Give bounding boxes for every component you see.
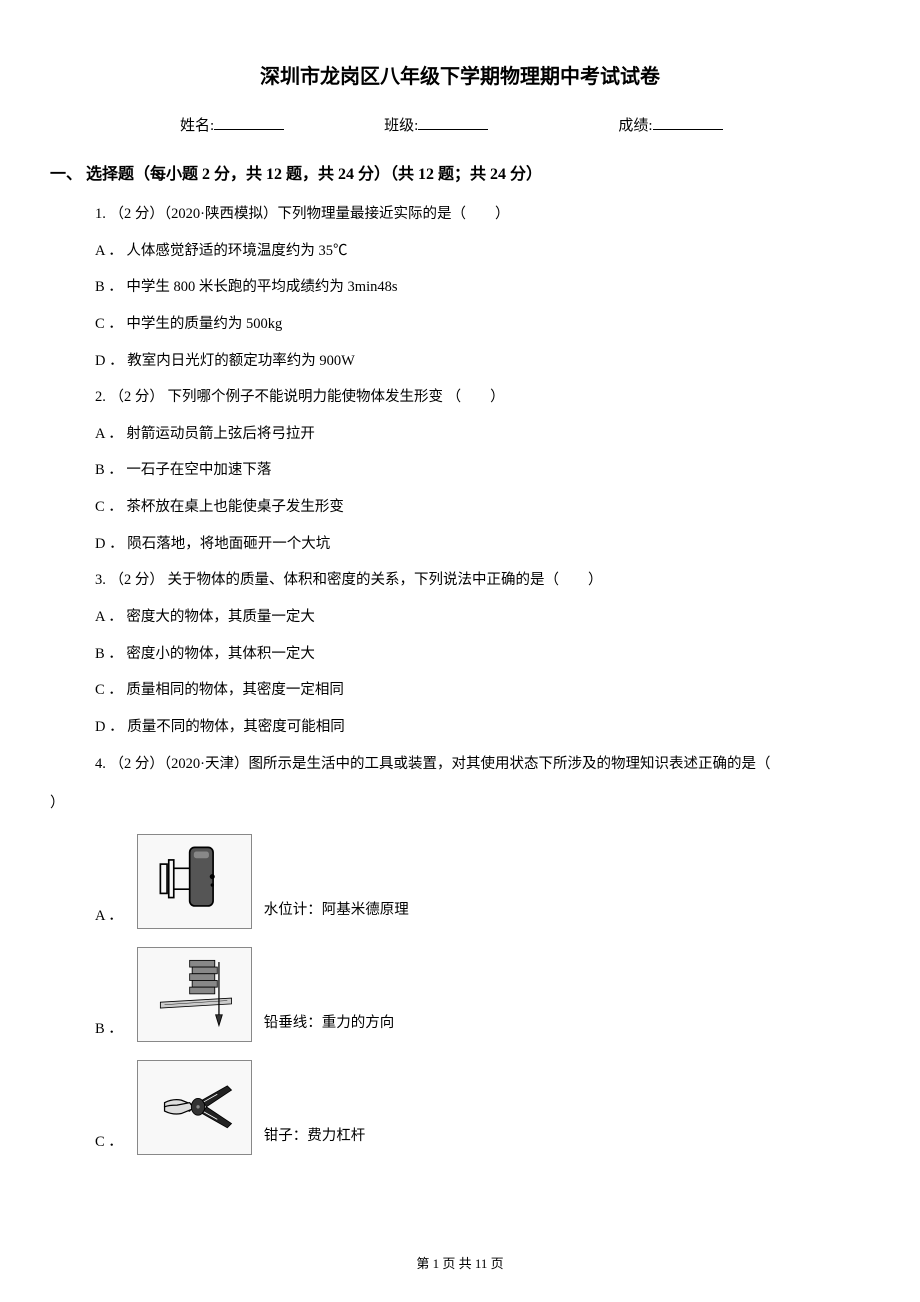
q4-c-desc: 钳子：费力杠杆: [264, 1124, 366, 1155]
class-field: 班级:: [384, 114, 488, 135]
question-2: 2. （2 分） 下列哪个例子不能说明力能使物体发生形变 （ ） A ． 射箭运…: [95, 385, 870, 556]
water-level-gauge-icon: [137, 834, 252, 929]
page-footer: 第 1 页 共 11 页: [0, 1253, 920, 1272]
q1-option-d: D ． 教室内日光灯的额定功率约为 900W: [95, 349, 870, 374]
name-field: 姓名:: [180, 114, 284, 135]
q4-option-b: B ． 铅垂线：重力的方向: [95, 947, 870, 1042]
q1-option-b: B ． 中学生 800 米长跑的平均成绩约为 3min48s: [95, 275, 870, 300]
q1-option-a: A ． 人体感觉舒适的环境温度约为 35℃: [95, 239, 870, 264]
q2-option-c: C ． 茶杯放在桌上也能使桌子发生形变: [95, 495, 870, 520]
q2-option-a: A ． 射箭运动员箭上弦后将弓拉开: [95, 422, 870, 447]
q2-option-d: D ． 陨石落地，将地面砸开一个大坑: [95, 532, 870, 557]
q1-option-c: C ． 中学生的质量约为 500kg: [95, 312, 870, 337]
q4-option-c: C ． 钳子：费力杠杆: [95, 1060, 870, 1155]
q3-option-b: B ． 密度小的物体，其体积一定大: [95, 642, 870, 667]
question-1: 1. （2 分）（2020·陕西模拟）下列物理量最接近实际的是（ ） A ． 人…: [95, 202, 870, 373]
q4-trailing-paren: ）: [50, 788, 870, 818]
class-label: 班级:: [384, 114, 418, 135]
q4-a-desc: 水位计：阿基米德原理: [264, 898, 409, 929]
info-row: 姓名: 班级: 成绩:: [50, 114, 870, 135]
class-blank: [418, 115, 488, 130]
section-header: 一、 选择题（每小题 2 分，共 12 题，共 24 分）（共 12 题；共 2…: [50, 160, 870, 184]
page-title: 深圳市龙岗区八年级下学期物理期中考试试卷: [50, 60, 870, 89]
question-4: 4. （2 分）（2020·天津）图所示是生活中的工具或装置，对其使用状态下所涉…: [95, 752, 870, 777]
name-blank: [214, 115, 284, 130]
q3-option-c: C ． 质量相同的物体，其密度一定相同: [95, 678, 870, 703]
score-field: 成绩:: [618, 114, 722, 135]
q4-options: A ． 水位计：阿基米德原理 B ．: [95, 834, 870, 1155]
pliers-icon: [137, 1060, 252, 1155]
score-blank: [653, 115, 723, 130]
plumb-line-icon: [137, 947, 252, 1042]
q1-stem: 1. （2 分）（2020·陕西模拟）下列物理量最接近实际的是（ ）: [95, 202, 870, 227]
q3-option-d: D ． 质量不同的物体，其密度可能相同: [95, 715, 870, 740]
q4-a-label: A ．: [95, 904, 123, 929]
score-label: 成绩:: [618, 114, 652, 135]
name-label: 姓名:: [180, 114, 214, 135]
q2-option-b: B ． 一石子在空中加速下落: [95, 458, 870, 483]
q3-option-a: A ． 密度大的物体，其质量一定大: [95, 605, 870, 630]
q4-c-label: C ．: [95, 1130, 123, 1155]
q2-stem: 2. （2 分） 下列哪个例子不能说明力能使物体发生形变 （ ）: [95, 385, 870, 410]
q4-option-a: A ． 水位计：阿基米德原理: [95, 834, 870, 929]
q4-b-label: B ．: [95, 1017, 123, 1042]
q4-stem: 4. （2 分）（2020·天津）图所示是生活中的工具或装置，对其使用状态下所涉…: [95, 752, 870, 777]
question-3: 3. （2 分） 关于物体的质量、体积和密度的关系，下列说法中正确的是（ ） A…: [95, 568, 870, 739]
q4-b-desc: 铅垂线：重力的方向: [264, 1011, 395, 1042]
q3-stem: 3. （2 分） 关于物体的质量、体积和密度的关系，下列说法中正确的是（ ）: [95, 568, 870, 593]
